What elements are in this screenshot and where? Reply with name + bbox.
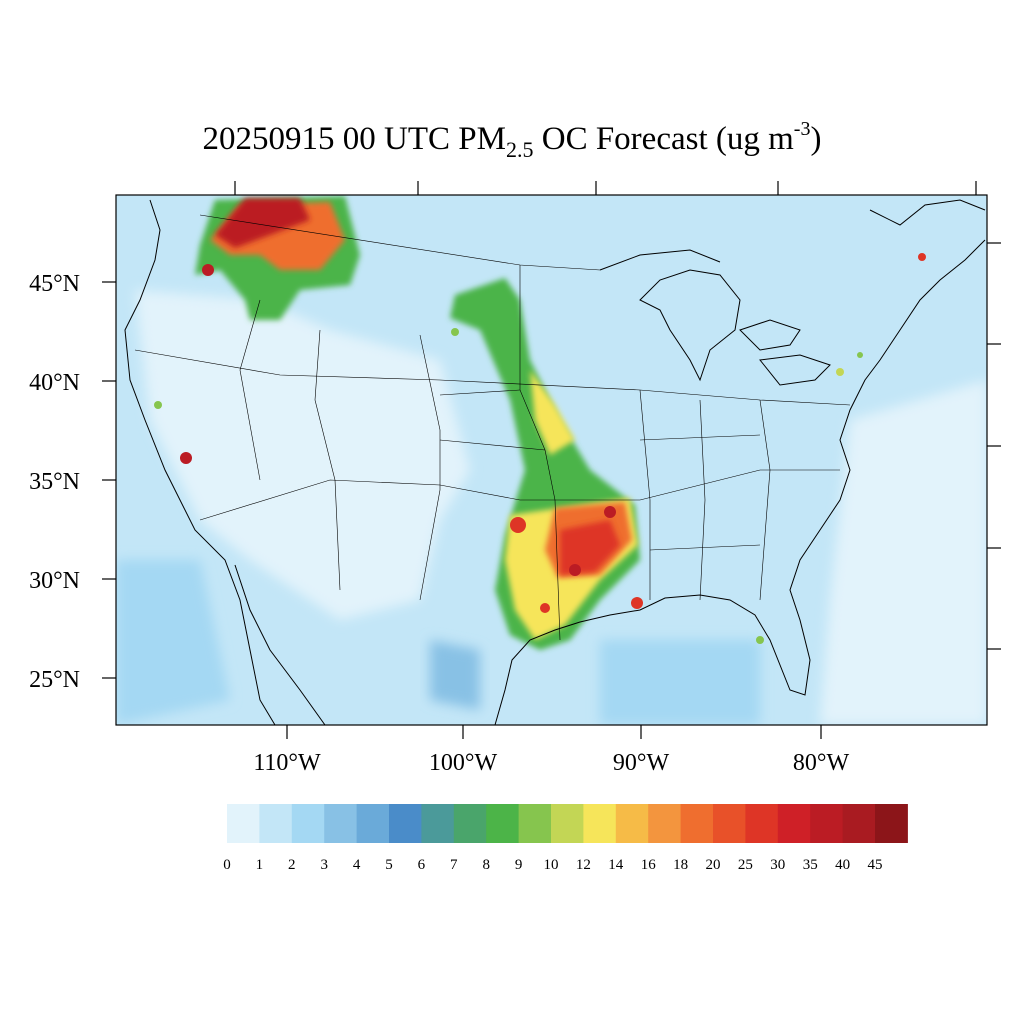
colorbar-label: 30 bbox=[770, 857, 785, 873]
state-boundaries bbox=[134, 214, 851, 641]
colorbar-swatch bbox=[648, 804, 682, 843]
map-panel bbox=[116, 195, 987, 725]
title-subscript: 2.5 bbox=[505, 137, 534, 162]
hotspot bbox=[510, 517, 526, 533]
colorbar-label: 12 bbox=[576, 857, 591, 873]
map-title: 20250915 00 UTC PM2.5 OC Forecast (ug m-… bbox=[0, 118, 1024, 163]
lat-label: 30°N bbox=[29, 568, 80, 594]
colorbar-label: 40 bbox=[835, 857, 850, 873]
colorbar-label: 18 bbox=[673, 857, 688, 873]
colorbar: 0 1 2 3 4 5 6 7 8 9 10 12 14 16 18 20 25 30 35 40 45 bbox=[223, 804, 908, 873]
colorbar-swatch bbox=[842, 804, 876, 843]
colorbar-swatch bbox=[453, 804, 487, 843]
hotspot bbox=[918, 253, 926, 261]
colorbar-swatch bbox=[551, 804, 584, 843]
colorbar-swatch bbox=[615, 804, 649, 843]
colorbar-label: 8 bbox=[482, 857, 490, 873]
lon-label: 110°W bbox=[253, 750, 321, 776]
axis-ticks bbox=[102, 181, 1001, 739]
hotspot bbox=[202, 264, 214, 276]
lat-label: 25°N bbox=[29, 667, 80, 693]
lon-label: 90°W bbox=[613, 750, 670, 776]
lat-label: 35°N bbox=[29, 469, 80, 495]
atlantic-region bbox=[820, 380, 987, 725]
colorbar-label: 4 bbox=[353, 857, 361, 873]
colorbar-label: 6 bbox=[418, 857, 426, 873]
colorbar-swatch bbox=[227, 804, 260, 843]
plume-layer bbox=[195, 196, 640, 650]
colorbar-swatch bbox=[356, 804, 390, 843]
hotspot bbox=[631, 597, 643, 609]
colorbar-label: 20 bbox=[706, 857, 721, 873]
colorbar-swatch bbox=[810, 804, 844, 843]
colorbar-label: 10 bbox=[544, 857, 559, 873]
colorbar-label: 16 bbox=[641, 857, 657, 873]
hotspot bbox=[604, 506, 616, 518]
title-middle: OC Forecast (ug m bbox=[533, 121, 794, 157]
colorbar-swatch bbox=[518, 804, 552, 843]
lat-label: 40°N bbox=[29, 370, 80, 396]
lon-label: 80°W bbox=[793, 750, 850, 776]
colorbar-label: 0 bbox=[223, 857, 231, 873]
colorbar-label: 14 bbox=[608, 857, 624, 873]
hotspot bbox=[836, 368, 844, 376]
plume-south-fire bbox=[560, 520, 620, 575]
hotspot bbox=[154, 401, 162, 409]
colorbar-label: 3 bbox=[320, 857, 328, 873]
colorbar-label: 5 bbox=[385, 857, 393, 873]
colorbar-swatch bbox=[680, 804, 714, 843]
hotspot bbox=[857, 352, 863, 358]
colorbar-label: 35 bbox=[803, 857, 818, 873]
western-interior bbox=[135, 290, 470, 620]
hotspot bbox=[451, 328, 459, 336]
hotspot bbox=[569, 564, 581, 576]
lon-label: 100°W bbox=[429, 750, 498, 776]
longitude-labels: 110°W 100°W 90°W 80°W bbox=[253, 750, 849, 776]
hotspot-layer bbox=[154, 253, 926, 644]
colorbar-swatch bbox=[777, 804, 811, 843]
coastlines bbox=[124, 199, 986, 725]
colorbar-swatch bbox=[583, 804, 617, 843]
hotspot bbox=[756, 636, 764, 644]
hotspot bbox=[180, 452, 192, 464]
colorbar-swatch bbox=[291, 804, 325, 843]
title-superscript: -3 bbox=[793, 118, 811, 140]
colorbar-swatch bbox=[389, 804, 422, 843]
pacific-region bbox=[116, 560, 230, 725]
colorbar-label: 45 bbox=[868, 857, 883, 873]
colorbar-label: 1 bbox=[256, 857, 264, 873]
map-frame bbox=[115, 194, 988, 726]
colorbar-label: 25 bbox=[738, 857, 753, 873]
colorbar-swatch bbox=[713, 804, 746, 843]
plume-plains-core bbox=[530, 370, 575, 455]
colorbar-swatch bbox=[745, 804, 779, 843]
mexico-region bbox=[430, 640, 480, 710]
title-end: ) bbox=[810, 121, 822, 157]
lat-label: 45°N bbox=[29, 271, 80, 297]
latitude-labels: 45°N 40°N 35°N 30°N 25°N bbox=[29, 271, 80, 693]
colorbar-swatch bbox=[421, 804, 455, 843]
colorbar-label: 7 bbox=[450, 857, 458, 873]
plume-northwest-hot bbox=[215, 198, 310, 248]
gulf-region bbox=[600, 640, 760, 725]
colorbar-label: 9 bbox=[515, 857, 523, 873]
title-main: 20250915 00 UTC PM bbox=[202, 121, 506, 157]
colorbar-label: 2 bbox=[288, 857, 296, 873]
colorbar-swatch bbox=[875, 804, 908, 843]
hotspot bbox=[540, 603, 550, 613]
colorbar-swatch bbox=[259, 804, 293, 843]
colorbar-swatch bbox=[324, 804, 358, 843]
colorbar-swatch bbox=[486, 804, 520, 843]
